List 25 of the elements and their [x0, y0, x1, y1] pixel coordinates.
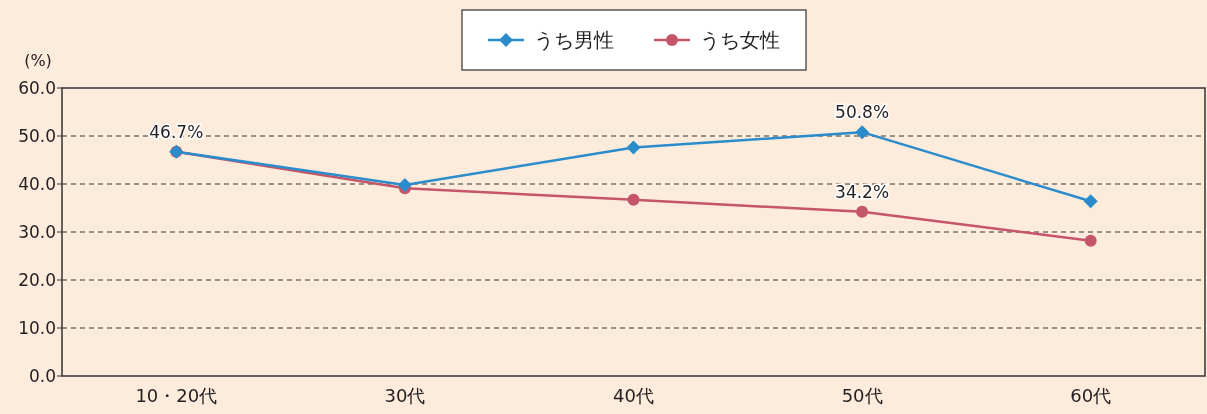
y-axis-title: (%) — [24, 51, 52, 70]
y-tick-label: 10.0 — [18, 318, 56, 338]
point — [856, 205, 869, 218]
y-tick-label: 50.0 — [18, 126, 56, 146]
point — [1084, 234, 1097, 247]
y-tick-label: 40.0 — [18, 174, 56, 194]
data-label: 46.7% — [149, 121, 204, 142]
point — [1083, 194, 1098, 209]
point — [626, 140, 641, 155]
data-label: 50.8% — [835, 102, 890, 123]
point — [627, 193, 640, 206]
point — [397, 177, 412, 192]
x-tick-label: 30代 — [384, 385, 426, 406]
x-tick-label: 10・20代 — [135, 385, 218, 406]
y-tick-label: 60.0 — [18, 78, 56, 98]
x-tick-label: 50代 — [841, 385, 883, 406]
x-tick-label: 40代 — [613, 385, 654, 406]
point — [855, 125, 870, 140]
legend-label: うち女性 — [700, 28, 780, 52]
data-label: 34.2% — [835, 181, 890, 202]
y-tick-label: 0.0 — [28, 366, 56, 386]
legend-label: うち男性 — [534, 28, 614, 52]
x-tick-label: 60代 — [1070, 385, 1112, 406]
y-tick-label: 30.0 — [18, 222, 56, 242]
y-tick-label: 20.0 — [18, 270, 56, 290]
